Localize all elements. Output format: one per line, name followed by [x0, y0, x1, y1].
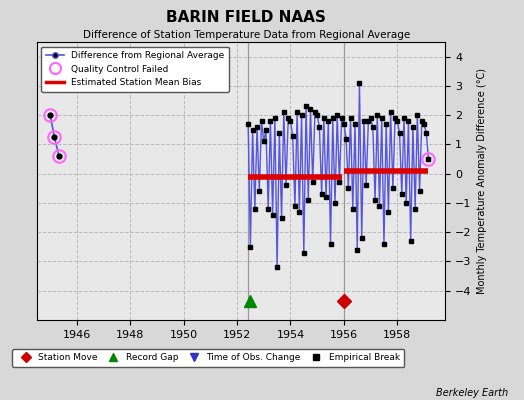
Text: BARIN FIELD NAAS: BARIN FIELD NAAS: [166, 10, 326, 25]
Text: Berkeley Earth: Berkeley Earth: [436, 388, 508, 398]
Legend: Station Move, Record Gap, Time of Obs. Change, Empirical Break: Station Move, Record Gap, Time of Obs. C…: [12, 349, 405, 367]
Y-axis label: Monthly Temperature Anomaly Difference (°C): Monthly Temperature Anomaly Difference (…: [477, 68, 487, 294]
Text: Difference of Station Temperature Data from Regional Average: Difference of Station Temperature Data f…: [83, 30, 410, 40]
